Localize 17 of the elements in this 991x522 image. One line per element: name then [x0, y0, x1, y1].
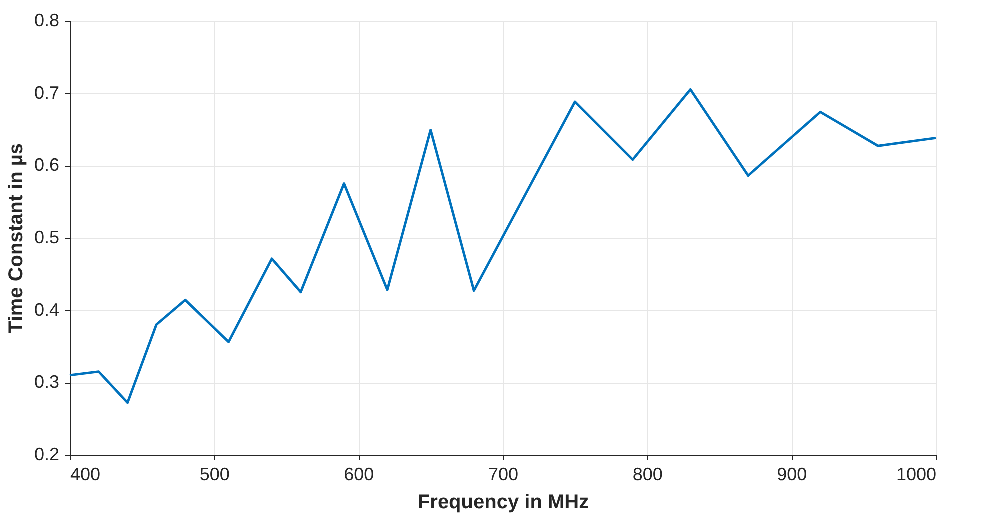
- y-tick-label: 0.2: [34, 444, 60, 464]
- x-tick-label: 400: [70, 464, 101, 484]
- y-tick-label: 0.5: [34, 228, 60, 248]
- x-tick-label: 900: [777, 464, 808, 484]
- x-tick-label: 600: [344, 464, 374, 484]
- y-tick-label: 0.7: [34, 82, 60, 103]
- x-axis-title: Frequency in MHz: [418, 492, 590, 514]
- y-tick-label: 0.4: [34, 300, 60, 320]
- y-tick-label: 0.3: [34, 372, 60, 392]
- y-tick-label: 0.8: [34, 10, 60, 30]
- x-tick-label: 1000: [896, 464, 936, 484]
- y-tick-label: 0.6: [34, 155, 60, 176]
- x-tick-label: 500: [200, 464, 230, 484]
- x-tick-label: 700: [488, 464, 519, 484]
- x-tick-label: 800: [632, 464, 663, 484]
- line-series: [68, 88, 938, 404]
- y-axis-title: Time Constant in µs: [5, 143, 28, 334]
